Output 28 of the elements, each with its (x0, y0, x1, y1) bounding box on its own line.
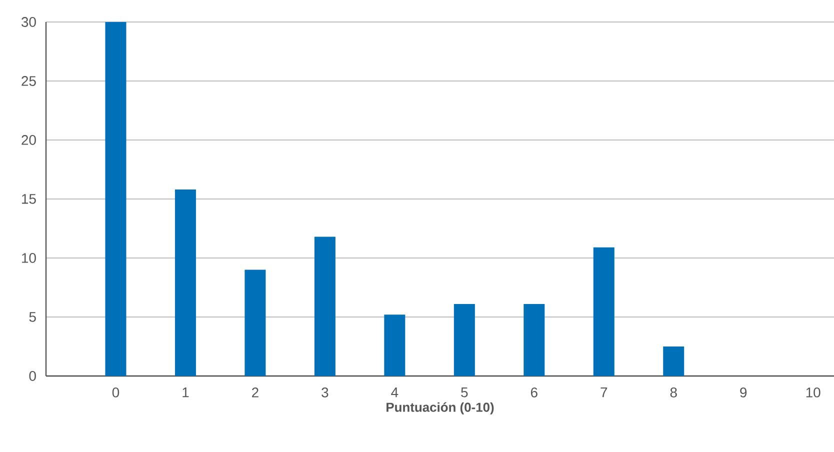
bar (524, 304, 545, 376)
bar (663, 346, 684, 376)
y-tick-label: 15 (22, 194, 36, 204)
bar (593, 247, 614, 376)
x-tick-label: 5 (461, 388, 468, 398)
x-tick-label: 8 (670, 388, 677, 398)
y-tick-label: 25 (22, 76, 36, 86)
x-tick-label: 6 (530, 388, 538, 398)
y-tick-label: 20 (22, 135, 36, 145)
x-tick-label: 9 (740, 388, 747, 398)
y-tick-label: 0 (29, 371, 36, 381)
bar (384, 314, 406, 376)
x-tick-label: 0 (112, 388, 120, 398)
bar (314, 236, 336, 376)
bar (105, 22, 126, 376)
x-axis-title: Puntuación (0-10) (386, 402, 494, 414)
x-tick-label: 1 (182, 388, 189, 398)
x-tick-label: 10 (806, 388, 820, 398)
y-tick-label: 5 (29, 312, 36, 322)
bar (244, 270, 266, 376)
x-tick-label: 4 (391, 388, 398, 398)
y-tick-label: 10 (22, 253, 36, 263)
x-tick-label: 2 (252, 388, 258, 398)
bar (174, 190, 196, 376)
x-tick-label: 3 (322, 388, 328, 398)
x-tick-label: 7 (600, 388, 608, 398)
y-tick-label: 30 (21, 17, 36, 27)
bar (454, 304, 475, 376)
